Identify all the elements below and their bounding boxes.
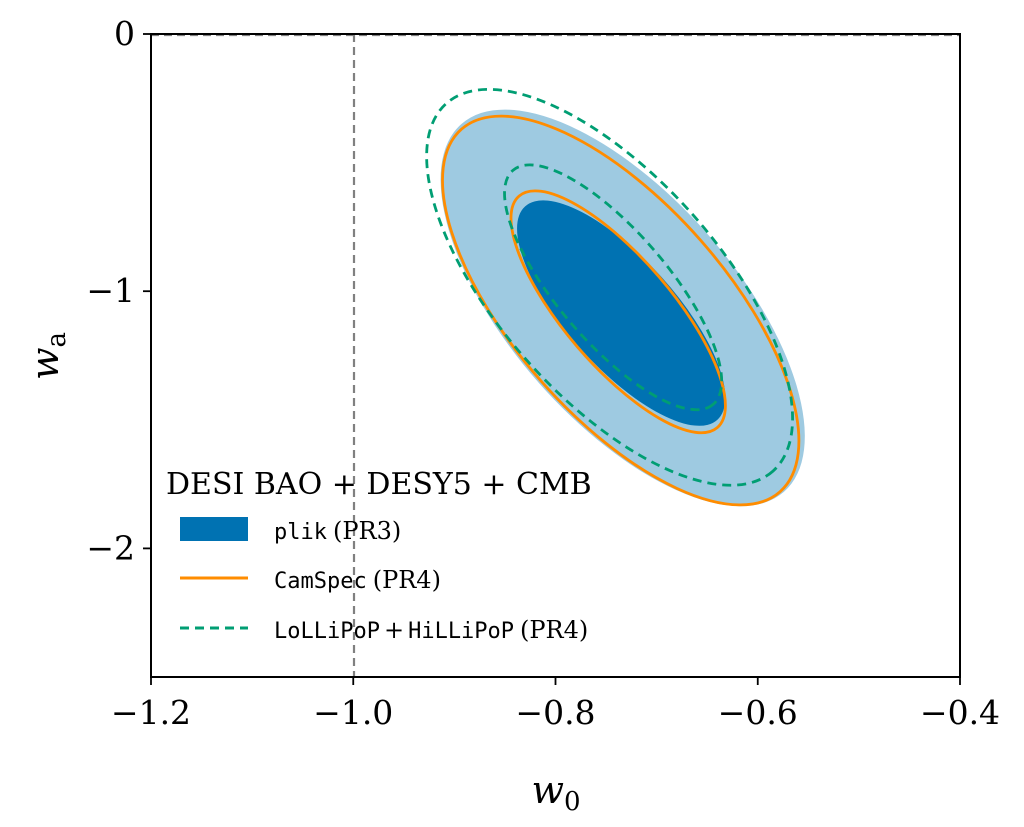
legend-title: DESI BAO + DESY5 + CMB bbox=[166, 467, 592, 502]
legend-label-plik: plik (PR3) bbox=[274, 517, 401, 545]
x-axis-label: w0 bbox=[531, 768, 580, 817]
y-tick-label: −2 bbox=[86, 528, 135, 567]
contour-lollipop-hillipop-pr4-95 bbox=[425, 87, 794, 487]
contour-camspec-pr4-68 bbox=[509, 189, 727, 435]
y-axis-label: wa bbox=[23, 332, 72, 380]
contour-plik-pr3-68 bbox=[517, 200, 726, 426]
x-tick-label: −0.8 bbox=[515, 693, 595, 732]
x-tick-label: −1.0 bbox=[313, 693, 393, 732]
legend: DESI BAO + DESY5 + CMB plik (PR3) CamSpec… bbox=[166, 467, 592, 644]
axis-ticks: −1.2 −1.0 −0.8 −0.6 −0.4 0 −1 −2 bbox=[86, 14, 1000, 732]
y-tick-label: −1 bbox=[86, 271, 135, 310]
legend-label-camspec: CamSpec (PR4) bbox=[274, 566, 441, 594]
x-tick-label: −0.4 bbox=[920, 693, 1000, 732]
contour-layer bbox=[425, 87, 805, 507]
legend-label-lollipop-hillipop: LoLLiPoP + HiLLiPoP (PR4) bbox=[274, 616, 588, 644]
x-tick-label: −0.6 bbox=[718, 693, 798, 732]
contour-lollipop-hillipop-pr4-68 bbox=[503, 163, 724, 412]
contour-camspec-pr4-95 bbox=[441, 114, 801, 507]
y-tick-label: 0 bbox=[114, 14, 135, 53]
legend-swatch-plik bbox=[180, 517, 248, 541]
x-tick-label: −1.2 bbox=[111, 693, 191, 732]
